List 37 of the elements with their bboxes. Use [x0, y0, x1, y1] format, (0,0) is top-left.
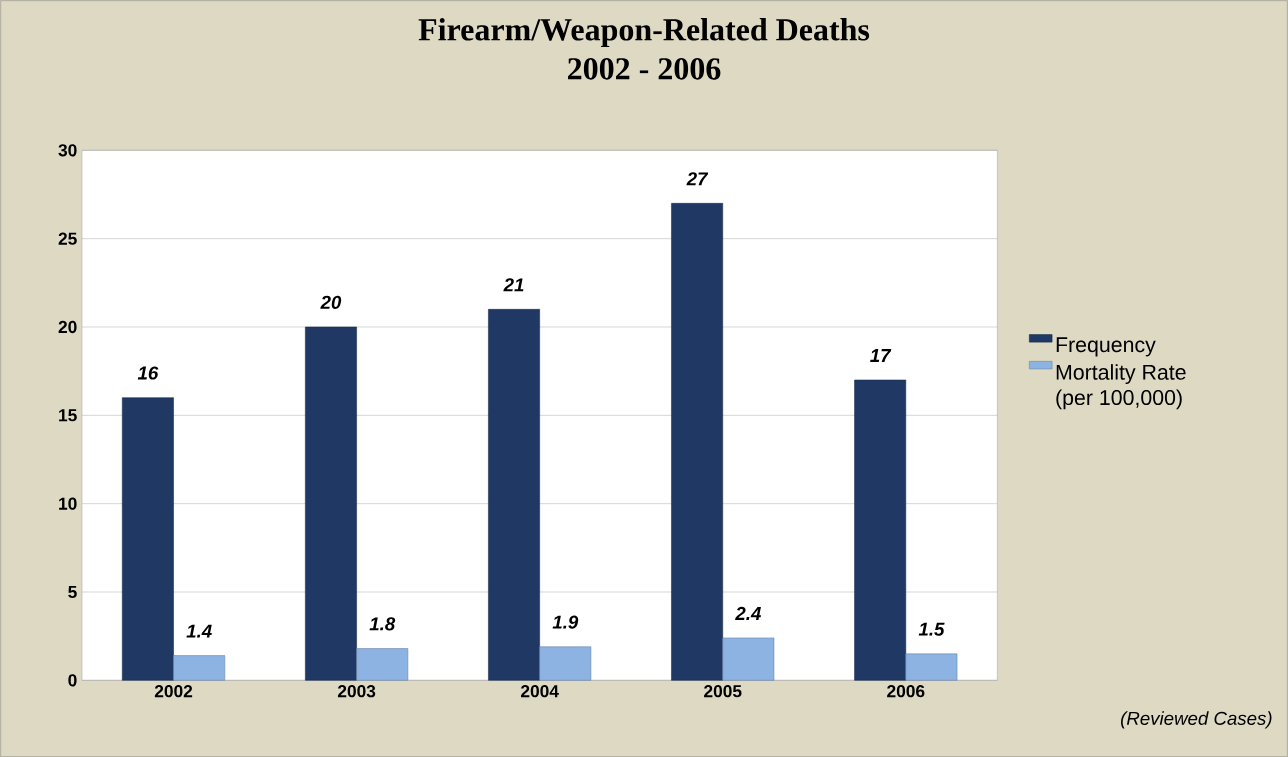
x-tick-label: 2005 — [704, 684, 742, 698]
data-label: 17 — [870, 348, 892, 362]
data-label: 2.4 — [735, 606, 762, 620]
data-label: 21 — [503, 278, 524, 292]
y-tick-label: 30 — [58, 144, 77, 157]
bar — [539, 646, 592, 681]
bar — [671, 202, 724, 681]
data-label: 1.8 — [369, 617, 396, 631]
bar — [905, 653, 958, 681]
chart-title: Firearm/Weapon-Related Deaths — [418, 17, 870, 47]
data-label: 1.9 — [552, 615, 579, 629]
bar — [854, 379, 907, 681]
bar — [488, 308, 540, 681]
y-tick-label: 15 — [59, 409, 77, 422]
data-label: 1.4 — [186, 624, 212, 638]
bar — [722, 637, 775, 681]
y-tick-label: 5 — [68, 585, 77, 598]
bar — [356, 648, 409, 681]
text: (Reviewed Cases) — [1121, 711, 1272, 729]
legend-label: Frequency — [1056, 337, 1156, 357]
y-tick-label: 0 — [68, 674, 77, 687]
bar — [122, 397, 174, 681]
chart-subtitle: 2002 - 2006 — [568, 57, 721, 80]
x-tick-label: 2002 — [154, 684, 193, 698]
bar — [173, 655, 226, 681]
data-label: 16 — [137, 366, 159, 380]
x-tick-label: 2006 — [887, 684, 925, 698]
data-label: 20 — [320, 295, 342, 309]
legend-label: Mortality Rate (per 100,000) — [1056, 363, 1186, 410]
data-label: 27 — [686, 172, 709, 186]
y-tick-label: 25 — [58, 232, 77, 245]
bar — [305, 326, 357, 681]
y-tick-label: 10 — [59, 497, 77, 510]
y-tick-label: 20 — [58, 320, 77, 333]
x-tick-label: 2003 — [337, 684, 376, 698]
data-label: 1.5 — [918, 622, 945, 636]
x-tick-label: 2004 — [521, 684, 559, 698]
